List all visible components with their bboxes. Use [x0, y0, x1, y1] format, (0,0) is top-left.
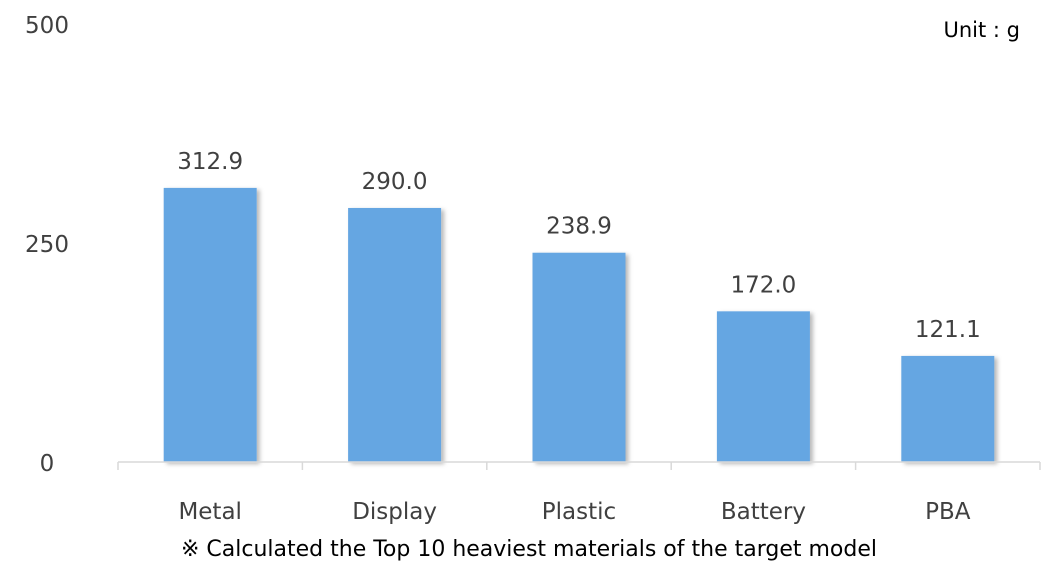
footnote: ※ Calculated the Top 10 heaviest materia… — [180, 537, 877, 562]
data-label: 121.1 — [915, 317, 981, 343]
data-label: 290.0 — [362, 169, 428, 195]
bar-metal — [163, 187, 257, 462]
data-label: 312.9 — [177, 149, 243, 175]
x-tick-label: Metal — [178, 499, 242, 525]
bar-plastic — [532, 252, 626, 462]
y-tick-label: 250 — [25, 232, 69, 258]
unit-label: Unit : g — [943, 18, 1020, 42]
x-axis: Metal Display Plastic Battery PBA — [117, 461, 1041, 525]
bar-display — [348, 207, 442, 462]
bar-pba — [901, 355, 995, 462]
bar-battery — [716, 311, 810, 462]
x-tick-label: Battery — [721, 499, 806, 525]
y-axis: 0 250 500 — [25, 13, 69, 477]
data-label: 172.0 — [730, 272, 796, 298]
x-tick-label: Plastic — [542, 499, 616, 525]
y-tick-label: 500 — [25, 13, 69, 39]
y-tick-label: 0 — [40, 451, 55, 477]
x-tick-label: PBA — [925, 499, 971, 525]
bars: 312.9 290.0 238.9 172.0 121.1 — [163, 149, 995, 462]
x-tick-label: Display — [352, 499, 437, 525]
data-label: 238.9 — [546, 214, 612, 240]
